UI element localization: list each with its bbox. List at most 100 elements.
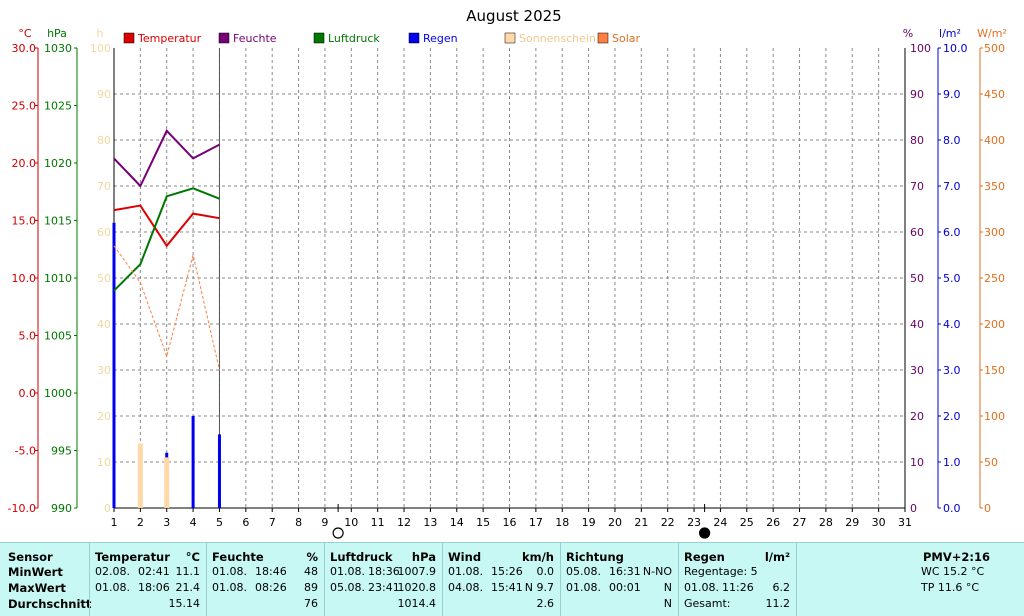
- press-tick-label: 1000: [44, 387, 72, 400]
- press-tick-label: 990: [51, 502, 72, 515]
- rain-tick-label: 9.0: [943, 88, 961, 101]
- legend-swatch-feuchte: [218, 32, 230, 44]
- feuchte-min-time: 18:46: [255, 565, 287, 578]
- x-tick-label: 21: [634, 516, 648, 529]
- temperatur-unit: °C: [185, 550, 200, 564]
- luftdruck-min-date: 01.08.: [330, 565, 365, 578]
- luftdruck-max-date: 05.08.: [330, 581, 365, 594]
- temperatur-max-time: 18:06: [138, 581, 170, 594]
- wind-min-time: 15:26: [491, 565, 523, 578]
- legend-swatch-solar: [597, 32, 609, 44]
- solar-line: [113, 245, 220, 371]
- temperatur-min-time: 02:41: [138, 565, 170, 578]
- luftdruck-avg-value: 1014.4: [397, 597, 437, 610]
- temperatur-column: Temperatur °C 02.08. 02:41 11.1 01.08. 1…: [89, 543, 206, 616]
- pmv-column: PMV+2:16 WC 15.2 °C TP 11.6 °C: [796, 543, 1024, 616]
- temp-tick-label: 25.0: [12, 100, 37, 113]
- x-tick-label: 9: [321, 516, 328, 529]
- x-tick-label: 12: [397, 516, 411, 529]
- temp-tick-label: 15.0: [12, 215, 37, 228]
- x-tick-label: 25: [740, 516, 754, 529]
- row-label-min: MinWert: [8, 565, 63, 579]
- luftdruck-column: Luftdruck hPa 01.08. 18:36 1007.9 05.08.…: [324, 543, 442, 616]
- sensor-column: Sensor MinWert MaxWert Durchschnitt: [0, 543, 91, 616]
- temperatur-max-value: 21.4: [175, 581, 201, 594]
- humid-tick-label: 10: [910, 456, 924, 469]
- line-series: [113, 129, 220, 371]
- sun-axis-unit: h: [97, 27, 104, 40]
- temperatur-avg-value: 15.14: [168, 597, 201, 610]
- x-tick-label: 24: [713, 516, 727, 529]
- solar-tick-label: 200: [984, 318, 1005, 331]
- temp-tick-label: 0.0: [19, 387, 37, 400]
- moon-markers: [332, 504, 711, 539]
- press-tick-label: 995: [51, 445, 72, 458]
- richtung-max-date: 01.08.: [566, 581, 601, 594]
- sonnenschein-bar: [164, 457, 170, 508]
- rain-tick-label: 4.0: [943, 318, 961, 331]
- feuchte-max-value: 89: [304, 581, 318, 594]
- solar-tick-label: 400: [984, 134, 1005, 147]
- legend-label-solar: Solar: [612, 32, 641, 45]
- wind-avg-value: 2.6: [536, 597, 555, 610]
- regen-max-time: 11:26: [722, 581, 754, 594]
- solar-tick-label: 150: [984, 364, 1005, 377]
- regen-max-date: 01.08.: [684, 581, 719, 594]
- x-tick-label: 6: [242, 516, 249, 529]
- legend-swatch-regen: [408, 32, 420, 44]
- sun-tick-label: 70: [97, 180, 111, 193]
- humid-tick-label: 60: [910, 226, 924, 239]
- humid-tick-label: 30: [910, 364, 924, 377]
- windchill-value: WC 15.2 °C: [921, 565, 985, 578]
- axis-units: °C hPa h% l/m² W/m²: [18, 27, 1006, 40]
- rain-tick-label: 2.0: [943, 410, 961, 423]
- humid-tick-label: 80: [910, 134, 924, 147]
- solar-tick-label: 250: [984, 272, 1005, 285]
- press-axis-unit: hPa: [47, 27, 67, 40]
- solar-tick-label: 0: [984, 502, 991, 515]
- regen-gesamt-label: Gesamt:: [684, 597, 731, 610]
- x-tick-label: 19: [582, 516, 596, 529]
- wind-max-date: 04.08.: [448, 581, 483, 594]
- x-tick-label: 4: [190, 516, 197, 529]
- luftdruck-unit: hPa: [411, 550, 436, 564]
- legend-label-temperatur: Temperatur: [137, 32, 202, 45]
- dewpoint-value: TP 11.6 °C: [921, 581, 980, 594]
- rain-tick-label: 3.0: [943, 364, 961, 377]
- statistics-panel: Sensor MinWert MaxWert Durchschnitt Temp…: [0, 542, 1024, 616]
- full-moon-icon: [332, 527, 344, 539]
- sun-tick-label: 80: [97, 134, 111, 147]
- solar-tick-label: 450: [984, 88, 1005, 101]
- feuchte-header: Feuchte: [212, 550, 264, 564]
- sun-tick-label: 90: [97, 88, 111, 101]
- x-tick-label: 11: [371, 516, 385, 529]
- temperatur-line: [113, 204, 220, 248]
- x-tick-label: 29: [845, 516, 859, 529]
- sun-tick-label: 50: [97, 272, 111, 285]
- x-tick-label: 14: [450, 516, 464, 529]
- chart-title: August 2025: [466, 7, 561, 25]
- regen-bar: [217, 434, 221, 508]
- x-tick-label: 20: [608, 516, 622, 529]
- press-tick-label: 1020: [44, 157, 72, 170]
- x-tick-label: 5: [216, 516, 223, 529]
- sun-tick-label: 10: [97, 456, 111, 469]
- rain-tick-label: 10.0: [943, 42, 968, 55]
- x-tick-label: 30: [872, 516, 886, 529]
- legend-label-sonnenschein: Sonnenschein: [519, 32, 596, 45]
- x-tick-label: 1: [111, 516, 118, 529]
- richtung-max-time: 00:01: [609, 581, 641, 594]
- sun-tick-label: 20: [97, 410, 111, 423]
- wind-header: Wind: [448, 550, 482, 564]
- temperatur-header: Temperatur: [95, 550, 170, 564]
- feuchte-unit: %: [306, 550, 318, 564]
- rain-tick-label: 7.0: [943, 180, 961, 193]
- solar-tick-label: 300: [984, 226, 1005, 239]
- richtung-min-value: N-NO: [642, 565, 672, 578]
- pmv-header: PMV+2:16: [923, 550, 991, 564]
- temp-tick-label: -10.0: [8, 502, 36, 515]
- sonnenschein-bar: [137, 443, 143, 508]
- feuchte-min-date: 01.08.: [212, 565, 247, 578]
- x-tick-label: 3: [163, 516, 170, 529]
- feuchte-max-time: 08:26: [255, 581, 287, 594]
